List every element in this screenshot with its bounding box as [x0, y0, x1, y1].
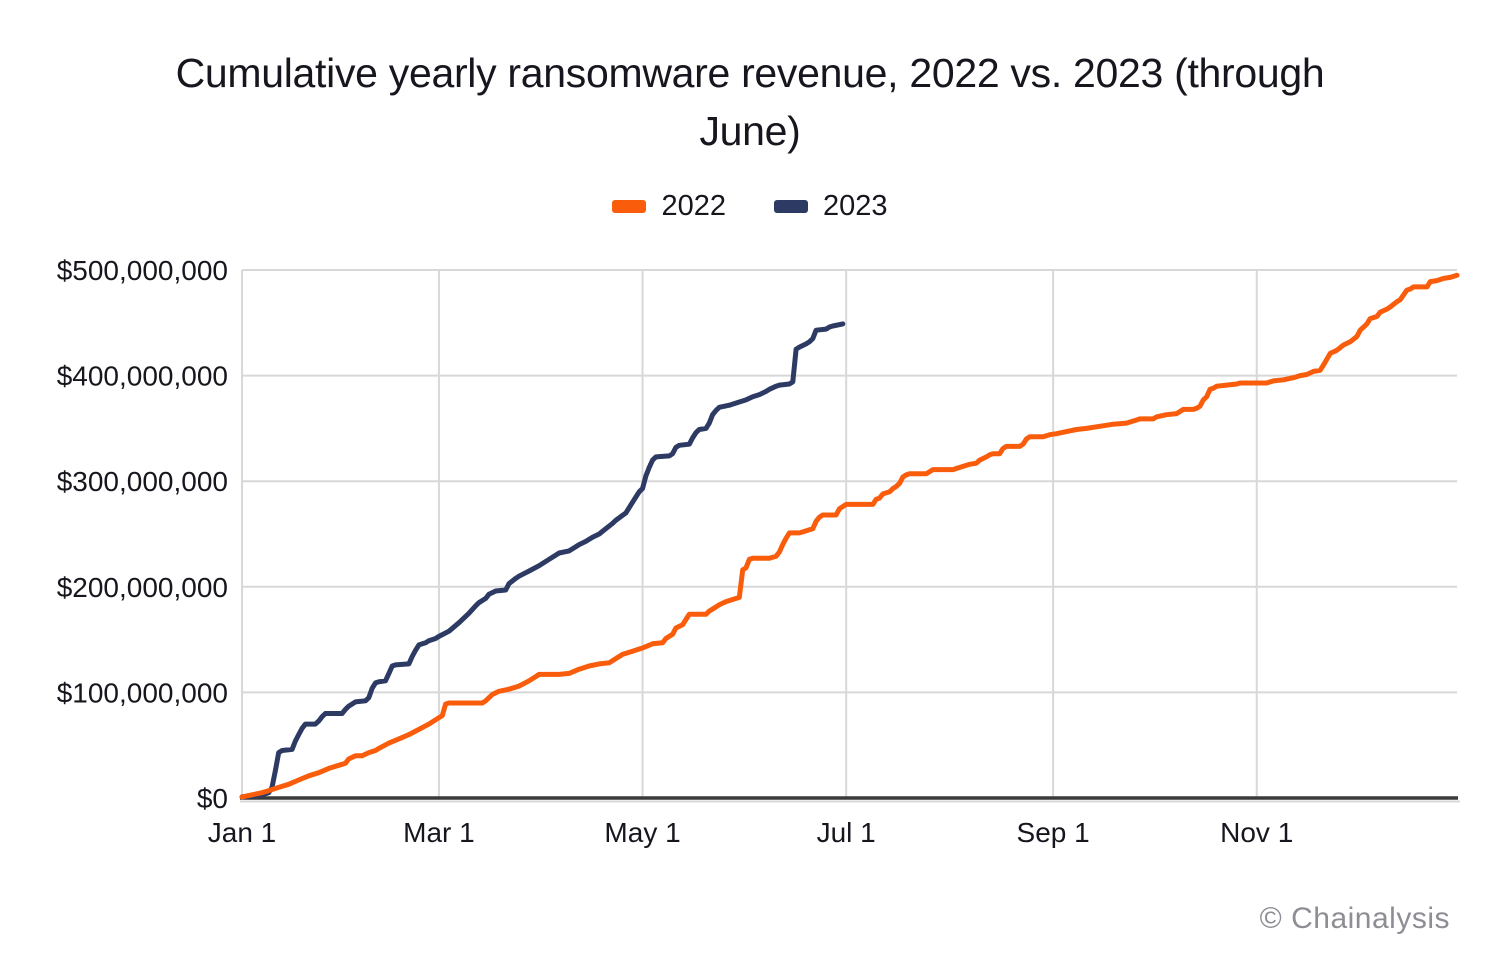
x-tick-label: Sep 1 — [1017, 817, 1090, 848]
x-tick-label: Nov 1 — [1220, 817, 1293, 848]
series-line-2022 — [239, 272, 1460, 800]
x-tick-label: Jan 1 — [208, 817, 277, 848]
y-tick-label: $200,000,000 — [57, 572, 228, 603]
legend-item-2022[interactable]: 2022 — [612, 190, 726, 223]
y-tick-label: $400,000,000 — [57, 361, 228, 392]
legend-label-2023: 2023 — [823, 190, 888, 222]
legend-swatch-2023 — [774, 200, 808, 213]
x-tick-label: May 1 — [604, 817, 680, 848]
chart-title: Cumulative yearly ransomware revenue, 20… — [175, 50, 1325, 155]
y-tick-label: $0 — [197, 783, 228, 814]
x-tick-label: Jul 1 — [817, 817, 876, 848]
y-tick-label: $100,000,000 — [57, 677, 228, 708]
chart-plot: $500,000,000 $400,000,000 $300,000,000 $200… — [57, 255, 1460, 848]
x-tick-label: Mar 1 — [403, 817, 475, 848]
y-tick-label: $300,000,000 — [57, 466, 228, 497]
legend-swatch-2022 — [612, 200, 647, 213]
legend: 2022 2023 — [0, 190, 1500, 223]
chainalysis-watermark: © Chainalysis — [1259, 902, 1450, 935]
legend-label-2022: 2022 — [661, 190, 726, 222]
y-tick-label: $500,000,000 — [57, 255, 228, 286]
series-line-2023 — [239, 321, 846, 800]
legend-item-2023[interactable]: 2023 — [774, 190, 888, 223]
